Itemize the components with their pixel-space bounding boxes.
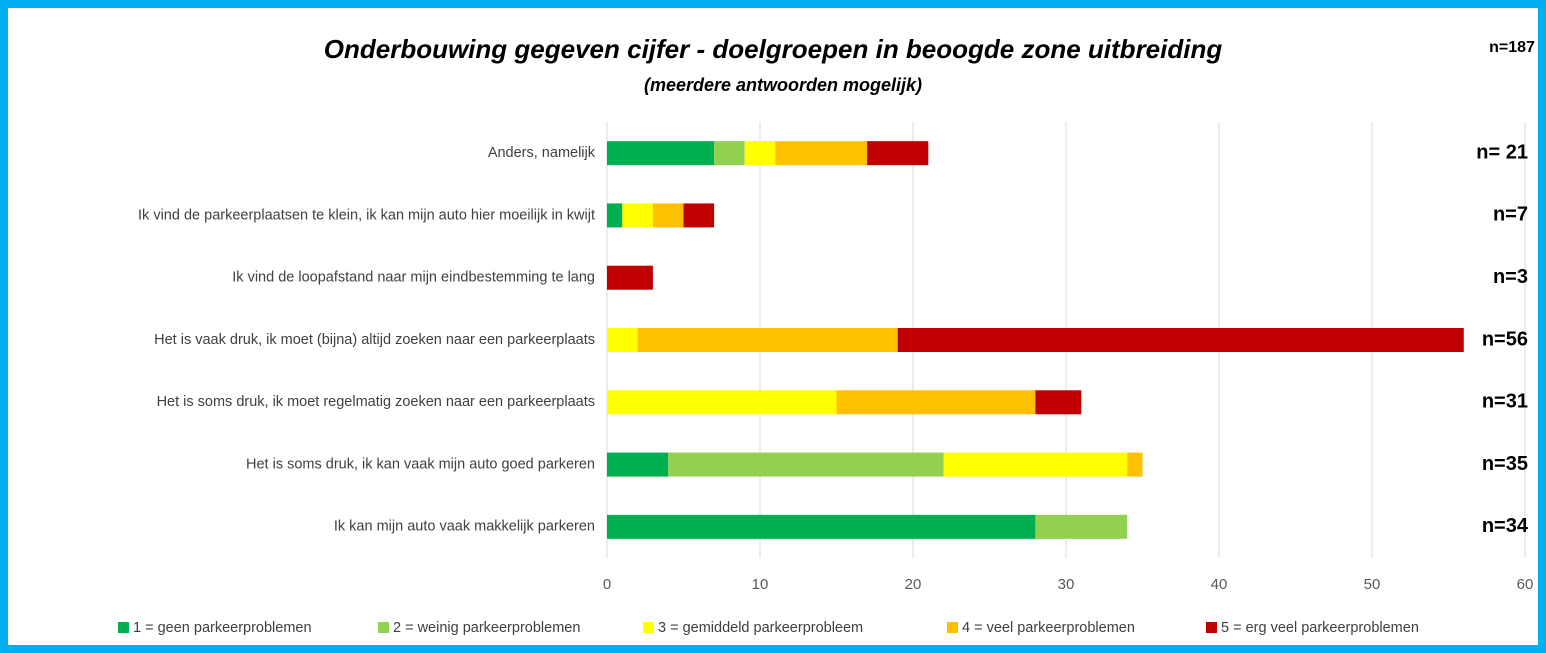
bar-segment [652,203,684,228]
total-label: n=187 [1489,39,1535,56]
category-label: Anders, namelijk [488,145,596,161]
chart-title: Onderbouwing gegeven cijfer - doelgroepe… [324,34,1223,64]
bar-segment [1035,514,1128,539]
category-label: Ik vind de loopafstand naar mijn eindbes… [232,270,595,286]
bar-segment [607,390,837,415]
category-label: Het is soms druk, ik moet regelmatig zoe… [157,394,595,410]
bar-segment [668,452,944,477]
x-tick-label: 50 [1364,576,1381,593]
bar-segment [1127,452,1143,477]
bar-segment [744,141,776,166]
bar-segment [714,141,745,166]
x-tick-label: 20 [905,576,922,593]
n-label: n= 21 [1476,141,1528,163]
x-tick-label: 10 [752,576,769,593]
x-tick-label: 60 [1517,576,1534,593]
bar-segment [607,265,653,290]
bar-segment [607,452,669,477]
x-tick-label: 30 [1058,576,1075,593]
legend-swatch [378,622,389,633]
n-label: n=35 [1482,453,1528,475]
bar-segment [683,203,715,228]
n-label: n=3 [1493,266,1528,288]
x-tick-label: 40 [1211,576,1228,593]
legend-swatch [1206,622,1217,633]
bar-segment [607,328,638,352]
x-tick-label: 0 [603,576,611,593]
bar-segment [637,328,898,352]
n-label: n=7 [1493,204,1528,226]
n-label: n=31 [1482,391,1528,413]
bar-segment [836,390,1036,415]
legend-swatch [643,622,654,633]
bar-segment [775,141,868,166]
bar-segment [622,203,653,228]
n-label: n=56 [1482,328,1528,350]
chart-subtitle: (meerdere antwoorden mogelijk) [644,75,922,95]
bar-segment [943,452,1128,477]
legend-label: 2 = weinig parkeerproblemen [393,620,580,636]
bar-segment [897,328,1464,352]
bar-segment [607,514,1036,539]
bar-segment [607,141,715,166]
legend-label: 5 = erg veel parkeerproblemen [1221,620,1419,636]
legend-label: 1 = geen parkeerproblemen [133,620,312,636]
category-label: Het is vaak druk, ik moet (bijna) altijd… [154,332,595,348]
legend-label: 3 = gemiddeld parkeerprobleem [658,620,863,636]
category-label: Ik vind de parkeerplaatsen te klein, ik … [138,207,595,223]
legend-swatch [947,622,958,633]
bar-segment [607,203,623,228]
bar-segment [867,141,929,166]
legend-label: 4 = veel parkeerproblemen [962,620,1135,636]
chart-background [8,8,1538,645]
legend-swatch [118,622,129,633]
bar-segment [1035,390,1082,415]
category-label: Het is soms druk, ik kan vaak mijn auto … [246,456,595,472]
category-label: Ik kan mijn auto vaak makkelijk parkeren [334,519,595,535]
n-label: n=34 [1482,515,1529,537]
